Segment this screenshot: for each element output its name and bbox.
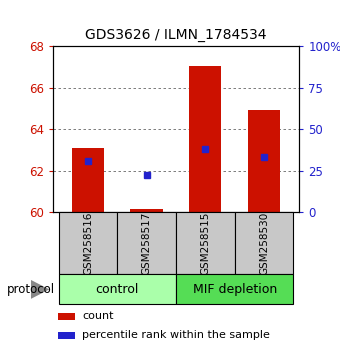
- Bar: [176, 212, 235, 274]
- Text: control: control: [96, 283, 139, 296]
- Bar: [58, 274, 176, 304]
- Text: percentile rank within the sample: percentile rank within the sample: [82, 331, 270, 341]
- Bar: [176, 274, 293, 304]
- Text: MIF depletion: MIF depletion: [192, 283, 277, 296]
- Text: GSM258530: GSM258530: [259, 212, 269, 275]
- Text: GSM258515: GSM258515: [200, 212, 210, 275]
- Bar: [235, 212, 293, 274]
- Text: GSM258516: GSM258516: [83, 212, 93, 275]
- Bar: [72, 148, 104, 212]
- Text: protocol: protocol: [7, 283, 55, 296]
- Title: GDS3626 / ILMN_1784534: GDS3626 / ILMN_1784534: [85, 28, 267, 42]
- Bar: [189, 66, 221, 212]
- Text: count: count: [82, 311, 114, 321]
- Bar: [58, 212, 117, 274]
- Text: GSM258517: GSM258517: [141, 212, 152, 275]
- Bar: [117, 212, 176, 274]
- Bar: [248, 110, 280, 212]
- Polygon shape: [31, 280, 49, 299]
- Bar: [58, 332, 75, 339]
- Bar: [131, 209, 163, 212]
- Bar: [58, 313, 75, 320]
